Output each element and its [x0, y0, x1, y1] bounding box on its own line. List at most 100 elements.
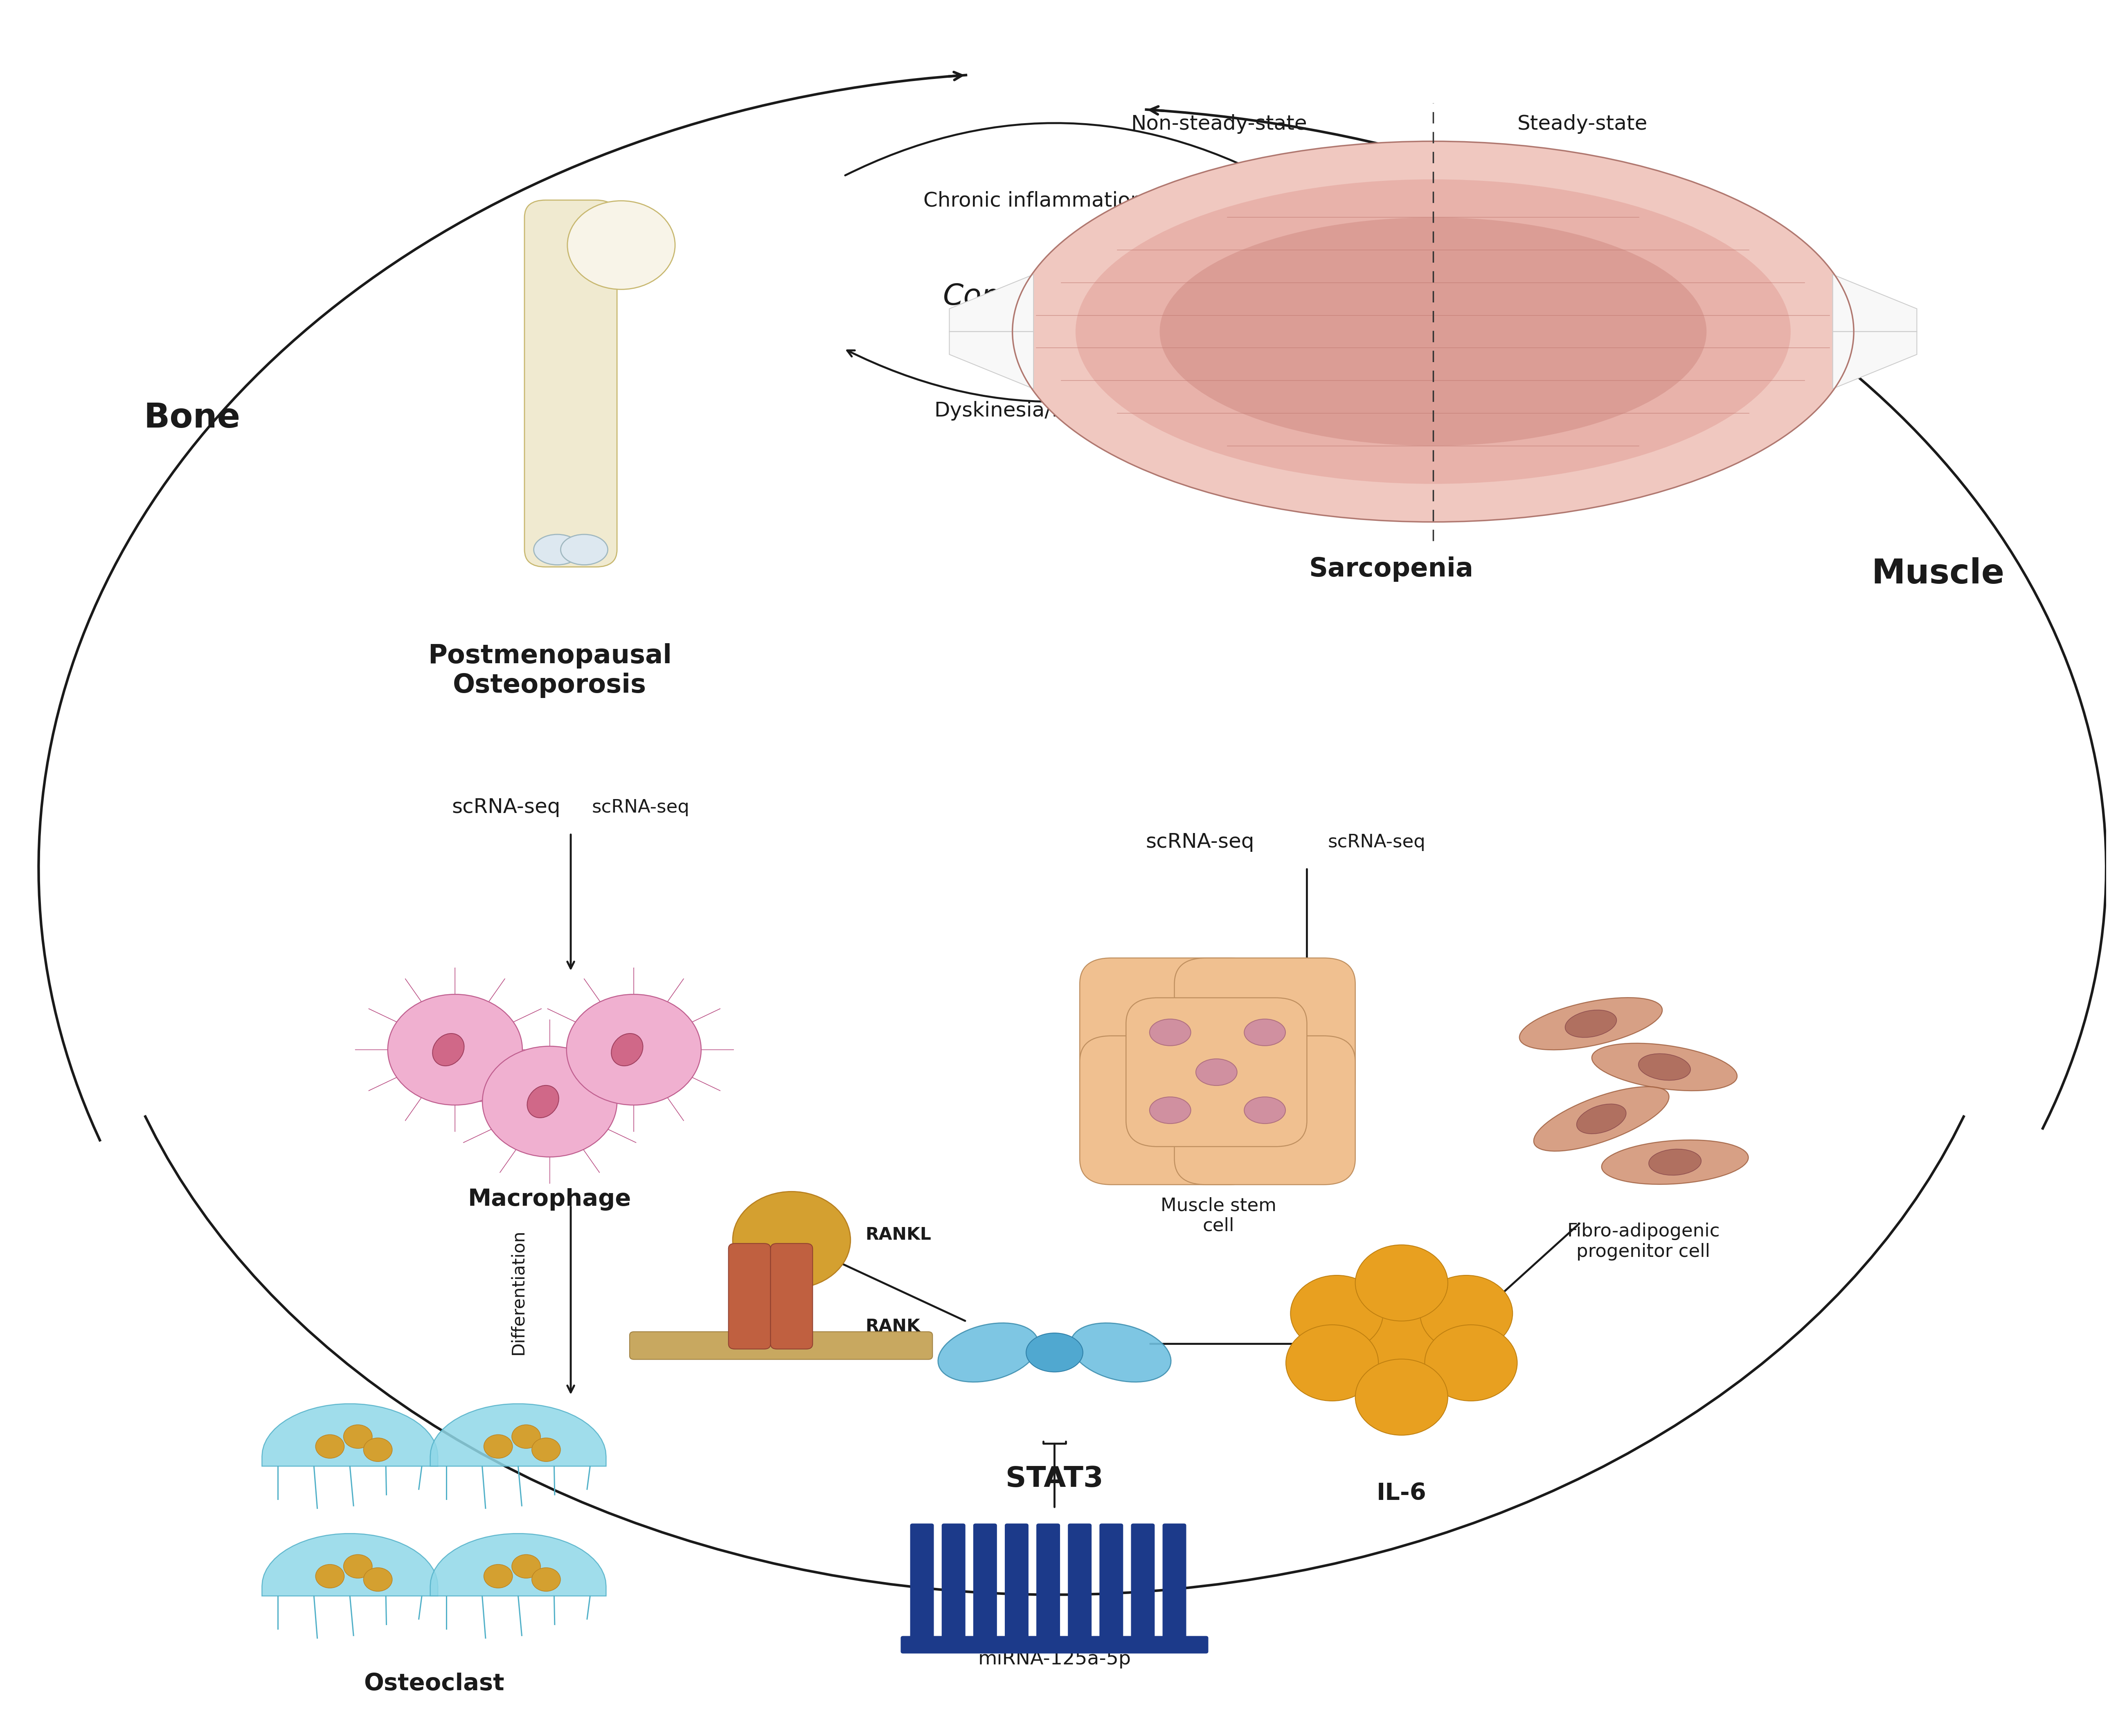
FancyBboxPatch shape: [1175, 1036, 1356, 1184]
Circle shape: [1291, 1276, 1384, 1351]
Circle shape: [1356, 1305, 1447, 1382]
FancyArrowPatch shape: [578, 1031, 599, 1062]
FancyArrowPatch shape: [502, 1073, 542, 1090]
Ellipse shape: [1244, 1019, 1286, 1045]
FancyArrowPatch shape: [464, 1061, 502, 1080]
FancyArrowPatch shape: [500, 1031, 523, 1062]
FancyArrowPatch shape: [548, 1073, 586, 1090]
Text: Postmenopausal
Osteoporosis: Postmenopausal Osteoporosis: [428, 642, 671, 698]
Polygon shape: [430, 1533, 605, 1595]
Text: scRNA-seq: scRNA-seq: [451, 797, 561, 818]
Circle shape: [512, 1554, 540, 1578]
FancyArrowPatch shape: [578, 1141, 599, 1172]
FancyBboxPatch shape: [1162, 1524, 1185, 1641]
Circle shape: [483, 1047, 618, 1156]
Text: Muscle: Muscle: [1871, 557, 2004, 590]
Polygon shape: [430, 1404, 605, 1467]
FancyArrowPatch shape: [681, 1073, 721, 1090]
Ellipse shape: [534, 535, 580, 564]
Ellipse shape: [561, 535, 607, 564]
Circle shape: [316, 1434, 344, 1458]
Text: Macrophage: Macrophage: [468, 1187, 631, 1210]
Circle shape: [344, 1554, 373, 1578]
FancyBboxPatch shape: [1067, 1524, 1090, 1641]
FancyArrowPatch shape: [502, 1009, 542, 1028]
Polygon shape: [572, 245, 622, 328]
Ellipse shape: [1601, 1141, 1748, 1184]
Circle shape: [388, 995, 523, 1106]
Circle shape: [732, 1191, 850, 1288]
Text: scRNA-seq: scRNA-seq: [593, 799, 690, 816]
Text: RANK: RANK: [865, 1318, 920, 1335]
Text: Osteoclast: Osteoclast: [363, 1672, 504, 1694]
Circle shape: [531, 1568, 561, 1592]
Ellipse shape: [1578, 1104, 1626, 1134]
Polygon shape: [949, 332, 1033, 389]
FancyBboxPatch shape: [1126, 998, 1308, 1146]
Circle shape: [567, 995, 700, 1106]
FancyArrowPatch shape: [597, 1061, 637, 1080]
Polygon shape: [1833, 332, 1917, 389]
FancyArrowPatch shape: [597, 1125, 637, 1142]
FancyBboxPatch shape: [770, 1243, 812, 1349]
FancyArrowPatch shape: [681, 1009, 721, 1028]
Polygon shape: [949, 274, 1033, 332]
Text: scRNA-seq: scRNA-seq: [1329, 833, 1426, 851]
Text: Muscle stem
cell: Muscle stem cell: [1160, 1196, 1276, 1234]
Ellipse shape: [1592, 1043, 1738, 1090]
FancyArrowPatch shape: [662, 979, 683, 1010]
Polygon shape: [1833, 274, 1917, 332]
Ellipse shape: [1149, 1019, 1192, 1045]
FancyBboxPatch shape: [525, 200, 618, 568]
Circle shape: [1286, 1325, 1379, 1401]
Ellipse shape: [1639, 1054, 1691, 1080]
FancyArrowPatch shape: [405, 1088, 428, 1121]
Ellipse shape: [1027, 1333, 1082, 1371]
Ellipse shape: [1244, 1097, 1286, 1123]
Ellipse shape: [1076, 179, 1791, 484]
Polygon shape: [262, 1404, 439, 1467]
FancyBboxPatch shape: [1006, 1524, 1029, 1641]
Circle shape: [316, 1564, 344, 1588]
FancyBboxPatch shape: [1130, 1524, 1154, 1641]
Circle shape: [344, 1425, 373, 1448]
Circle shape: [1356, 1245, 1447, 1321]
Circle shape: [1419, 1276, 1512, 1351]
FancyBboxPatch shape: [631, 1332, 932, 1359]
FancyBboxPatch shape: [1099, 1524, 1122, 1641]
Polygon shape: [262, 1533, 439, 1595]
Ellipse shape: [432, 1033, 464, 1066]
FancyBboxPatch shape: [901, 1637, 1208, 1653]
Text: STAT3: STAT3: [1006, 1465, 1103, 1493]
Text: scRNA-seq: scRNA-seq: [1145, 832, 1255, 852]
FancyArrowPatch shape: [464, 1125, 502, 1142]
FancyBboxPatch shape: [1038, 1524, 1059, 1641]
Ellipse shape: [1149, 1097, 1192, 1123]
Ellipse shape: [1518, 998, 1662, 1050]
Text: IL-6: IL-6: [1377, 1483, 1426, 1505]
FancyArrowPatch shape: [369, 1073, 407, 1090]
Ellipse shape: [1196, 1059, 1238, 1085]
Circle shape: [512, 1425, 540, 1448]
Circle shape: [567, 201, 675, 290]
Ellipse shape: [939, 1323, 1038, 1382]
Ellipse shape: [527, 1085, 559, 1118]
FancyArrowPatch shape: [584, 1088, 605, 1121]
Ellipse shape: [1071, 1323, 1170, 1382]
Circle shape: [483, 1434, 512, 1458]
FancyBboxPatch shape: [974, 1524, 998, 1641]
FancyArrowPatch shape: [662, 1088, 683, 1121]
Ellipse shape: [1160, 217, 1706, 446]
FancyBboxPatch shape: [1080, 958, 1261, 1108]
FancyArrowPatch shape: [584, 979, 605, 1010]
Text: Differentiation: Differentiation: [510, 1229, 527, 1354]
FancyBboxPatch shape: [1080, 1036, 1261, 1184]
Circle shape: [483, 1564, 512, 1588]
Text: Dyskinesia/fracture: Dyskinesia/fracture: [934, 401, 1133, 420]
FancyBboxPatch shape: [728, 1243, 770, 1349]
Circle shape: [363, 1568, 392, 1592]
FancyArrowPatch shape: [483, 979, 504, 1010]
Ellipse shape: [1565, 1010, 1618, 1038]
Text: Chronic inflammation: Chronic inflammation: [924, 191, 1143, 210]
Text: Steady-state: Steady-state: [1516, 115, 1647, 134]
